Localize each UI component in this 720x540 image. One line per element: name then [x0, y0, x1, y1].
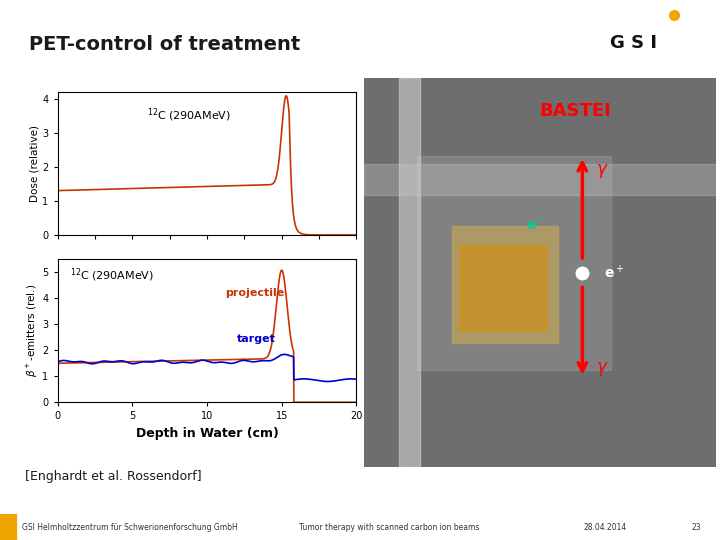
Text: e$^+$: e$^+$: [603, 264, 624, 281]
Text: G S I: G S I: [610, 34, 657, 52]
Bar: [399, 78, 420, 467]
Bar: [417, 156, 611, 370]
Text: 28.04.2014: 28.04.2014: [583, 523, 626, 531]
Text: 23: 23: [691, 523, 701, 531]
Text: e$^-$: e$^-$: [526, 219, 547, 233]
Bar: [364, 164, 716, 195]
Text: Tumor therapy with scanned carbon ion beams: Tumor therapy with scanned carbon ion be…: [299, 523, 479, 531]
Text: projectile: projectile: [225, 288, 284, 298]
Bar: [459, 246, 547, 331]
Text: GSI Helmholtzzentrum für Schwerionenforschung GmbH: GSI Helmholtzzentrum für Schwerionenfors…: [22, 523, 238, 531]
Y-axis label: Dose (relative): Dose (relative): [30, 125, 40, 202]
Bar: [0, 514, 16, 540]
X-axis label: Depth in Water (cm): Depth in Water (cm): [135, 427, 279, 440]
Text: $^{12}$C (290AMeV): $^{12}$C (290AMeV): [70, 266, 153, 284]
Text: γ: γ: [596, 160, 606, 178]
Text: [Enghardt et al. Rossendorf]: [Enghardt et al. Rossendorf]: [25, 470, 202, 483]
Y-axis label: $\beta^+$-emitters (rel.): $\beta^+$-emitters (rel.): [24, 284, 40, 377]
Bar: [452, 226, 557, 343]
Text: γ: γ: [596, 358, 606, 376]
Text: BASTEI: BASTEI: [539, 102, 611, 120]
Text: $^{12}$C (290AMeV): $^{12}$C (290AMeV): [147, 106, 231, 124]
Text: PET-control of treatment: PET-control of treatment: [29, 35, 300, 54]
Text: target: target: [237, 334, 276, 343]
